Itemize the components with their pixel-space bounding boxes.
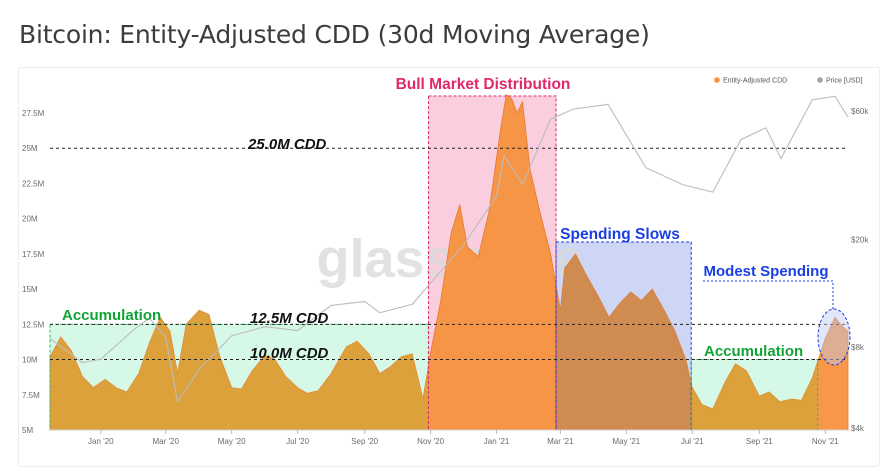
y-right-tick-label: $8k — [851, 343, 865, 352]
legend: Entity-Adjusted CDD Price [USD] — [714, 77, 863, 85]
legend-price-swatch — [817, 77, 823, 83]
x-tick-label: Jan '20 — [88, 437, 114, 446]
x-tick-label: Sep '21 — [746, 437, 773, 446]
y-left-tick-label: 10M — [22, 356, 38, 365]
y-right-tick-label: $60k — [851, 107, 869, 116]
x-tick-label: May '21 — [612, 437, 640, 446]
y-axis-right: $4k $8k $20k $60k — [851, 107, 869, 433]
x-tick-label: May '20 — [218, 437, 246, 446]
legend-price-label: Price [USD] — [826, 78, 863, 85]
legend-cdd-label: Entity-Adjusted CDD — [723, 78, 787, 85]
annotation-line-10m: 10.0M CDD — [250, 345, 329, 362]
x-tick-label: Jan '21 — [484, 437, 510, 446]
y-left-tick-label: 5M — [22, 426, 33, 435]
annotation-spending-slows: Spending Slows — [560, 226, 680, 243]
cdd-area-spending-tint — [556, 253, 692, 430]
chart-frame — [18, 67, 880, 467]
legend-cdd-swatch — [714, 77, 720, 83]
x-axis: Jan '20 Mar '20 May '20 Jul '20 Sep '20 Nov '… — [50, 429, 848, 446]
annotation-accumulation-left: Accumulation — [62, 307, 161, 324]
y-left-tick-label: 17.5M — [22, 250, 45, 259]
y-right-tick-label: $20k — [851, 236, 869, 245]
annotations: Bull Market Distribution Spending Slows … — [62, 76, 851, 366]
modest-spending-connector — [703, 280, 834, 309]
y-left-tick-label: 27.5M — [22, 109, 45, 118]
x-tick-label: Jul '21 — [681, 437, 704, 446]
x-tick-label: Mar '21 — [547, 437, 574, 446]
annotation-accumulation-right: Accumulation — [704, 343, 803, 360]
modest-spending-ellipse — [817, 308, 851, 366]
y-left-tick-label: 20M — [22, 215, 38, 224]
annotation-line-12-5m: 12.5M CDD — [250, 310, 329, 327]
x-tick-label: Jul '20 — [286, 437, 309, 446]
price-series — [49, 95, 849, 404]
x-tick-label: Nov '21 — [812, 437, 839, 446]
y-axis-left: 5M 7.5M 10M 12.5M 15M 17.5M 20M 22.5M 25M 27.5M — [22, 109, 45, 435]
price-line — [49, 95, 849, 404]
y-left-tick-label: 7.5M — [22, 391, 40, 400]
reference-lines — [50, 147, 848, 361]
page-title: Bitcoin: Entity-Adjusted CDD (30d Moving… — [19, 20, 650, 49]
y-left-tick-label: 12.5M — [22, 320, 45, 329]
annotation-line-25m: 25.0M CDD — [247, 136, 327, 153]
y-left-tick-label: 15M — [22, 285, 38, 294]
x-tick-label: Mar '20 — [152, 437, 179, 446]
x-tick-label: Sep '20 — [351, 437, 378, 446]
y-left-tick-label: 25M — [22, 144, 38, 153]
annotation-modest-spending: Modest Spending — [704, 263, 829, 280]
y-left-tick-label: 22.5M — [22, 179, 45, 188]
x-tick-label: Nov '20 — [417, 437, 444, 446]
annotation-bull-market-distribution: Bull Market Distribution — [396, 76, 571, 93]
y-right-tick-label: $4k — [851, 424, 865, 433]
